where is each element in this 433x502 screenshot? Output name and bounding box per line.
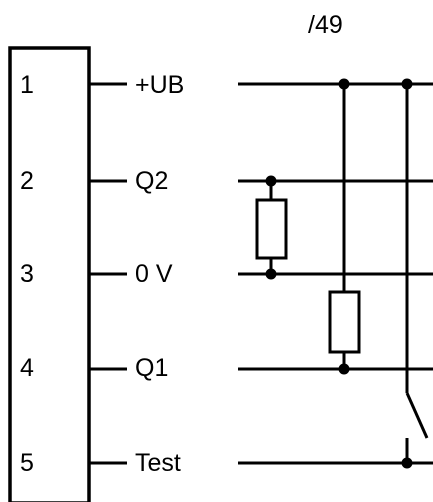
- terminal-number-1: 1: [20, 71, 34, 99]
- signal-label-ub: +UB: [135, 71, 184, 99]
- junction-ub-1: [338, 78, 350, 90]
- junction-test: [401, 457, 413, 469]
- terminal-number-2: 2: [20, 167, 34, 195]
- junction-ub-2: [401, 78, 413, 90]
- test-switch-contact: [405, 392, 429, 439]
- junction-q2: [265, 175, 277, 187]
- signal-label-0v: 0 V: [135, 260, 173, 288]
- junction-q1: [338, 363, 350, 375]
- junction-0v: [265, 268, 277, 280]
- resistor-1: [255, 198, 288, 260]
- terminal-number-3: 3: [20, 260, 34, 288]
- signal-label-test: Test: [135, 449, 181, 477]
- signal-label-q1: Q1: [135, 354, 168, 382]
- terminal-number-4: 4: [20, 354, 34, 382]
- terminal-number-5: 5: [20, 449, 34, 477]
- sheet-reference: /49: [308, 11, 343, 39]
- resistor-2: [328, 290, 361, 354]
- signal-label-q2: Q2: [135, 167, 168, 195]
